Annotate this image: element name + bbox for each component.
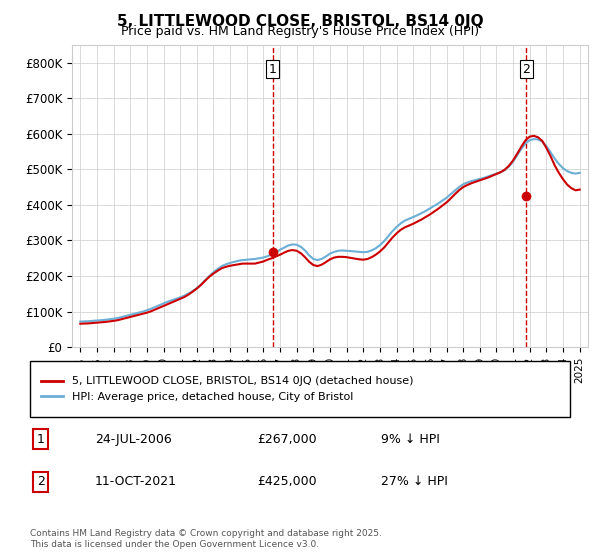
Text: 5, LITTLEWOOD CLOSE, BRISTOL, BS14 0JQ: 5, LITTLEWOOD CLOSE, BRISTOL, BS14 0JQ — [116, 14, 484, 29]
Text: 11-OCT-2021: 11-OCT-2021 — [95, 475, 177, 488]
Text: £267,000: £267,000 — [257, 432, 316, 446]
Text: £425,000: £425,000 — [257, 475, 316, 488]
FancyBboxPatch shape — [30, 361, 570, 417]
Text: 2: 2 — [37, 475, 45, 488]
Text: Price paid vs. HM Land Registry's House Price Index (HPI): Price paid vs. HM Land Registry's House … — [121, 25, 479, 38]
Text: 24-JUL-2006: 24-JUL-2006 — [95, 432, 172, 446]
Text: 1: 1 — [37, 432, 45, 446]
Text: 9% ↓ HPI: 9% ↓ HPI — [381, 432, 440, 446]
Text: Contains HM Land Registry data © Crown copyright and database right 2025.
This d: Contains HM Land Registry data © Crown c… — [30, 529, 382, 549]
Text: 27% ↓ HPI: 27% ↓ HPI — [381, 475, 448, 488]
Text: 1: 1 — [269, 63, 277, 76]
Text: 2: 2 — [522, 63, 530, 76]
Legend: 5, LITTLEWOOD CLOSE, BRISTOL, BS14 0JQ (detached house), HPI: Average price, det: 5, LITTLEWOOD CLOSE, BRISTOL, BS14 0JQ (… — [35, 371, 419, 408]
